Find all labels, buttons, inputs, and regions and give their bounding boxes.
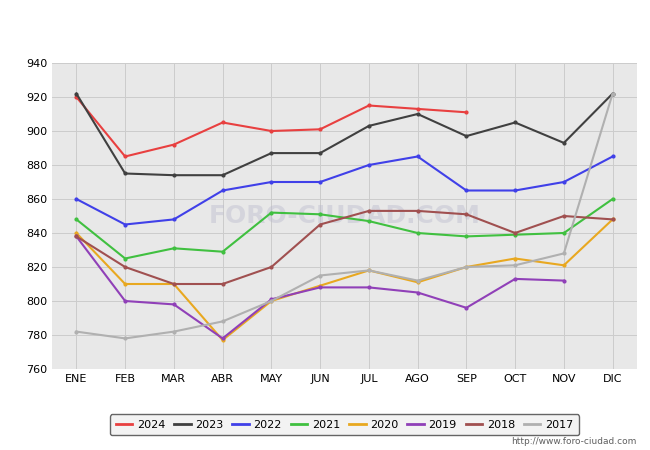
Text: FORO-CIUDAD.COM: FORO-CIUDAD.COM [209, 204, 480, 228]
Text: http://www.foro-ciudad.com: http://www.foro-ciudad.com [512, 436, 637, 446]
Text: Afiliados en Mondéjar a 30/9/2024: Afiliados en Mondéjar a 30/9/2024 [165, 18, 485, 36]
Legend: 2024, 2023, 2022, 2021, 2020, 2019, 2018, 2017: 2024, 2023, 2022, 2021, 2020, 2019, 2018… [111, 414, 578, 436]
